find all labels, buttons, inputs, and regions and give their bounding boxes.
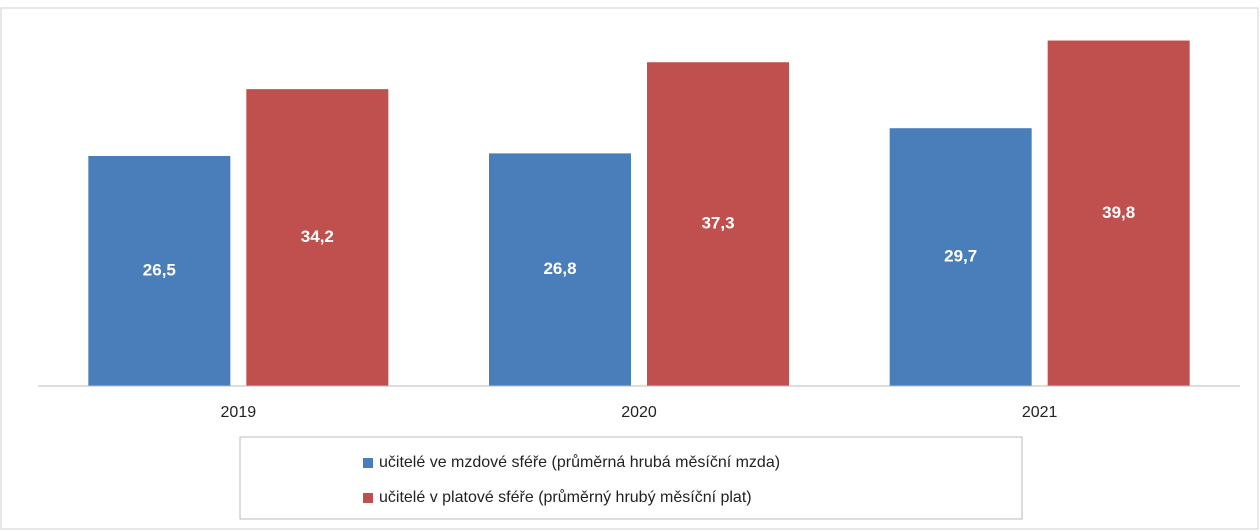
bar [1047,40,1190,386]
value-label: 26,8 [543,259,576,278]
legend-marker [363,458,373,468]
legend-marker [363,493,373,503]
bar [246,89,389,387]
bar [889,128,1032,387]
bar [647,62,789,387]
value-label: 29,7 [944,247,977,266]
value-label: 26,5 [143,260,176,279]
value-label: 34,2 [301,227,334,246]
bar [489,153,631,386]
value-label: 37,3 [701,214,734,233]
x-tick-label: 2021 [1022,404,1058,421]
legend-box [239,436,1023,520]
x-tick-label: 2020 [621,404,657,421]
value-label: 39,8 [1102,203,1135,222]
x-tick-label: 2019 [221,404,257,421]
bar [88,155,231,386]
legend-label: učitelé v platové sféře (průměrný hrubý … [379,488,752,506]
legend-label: učitelé ve mzdové sféře (průměrná hrubá … [379,453,780,471]
chart-border [0,7,1259,530]
